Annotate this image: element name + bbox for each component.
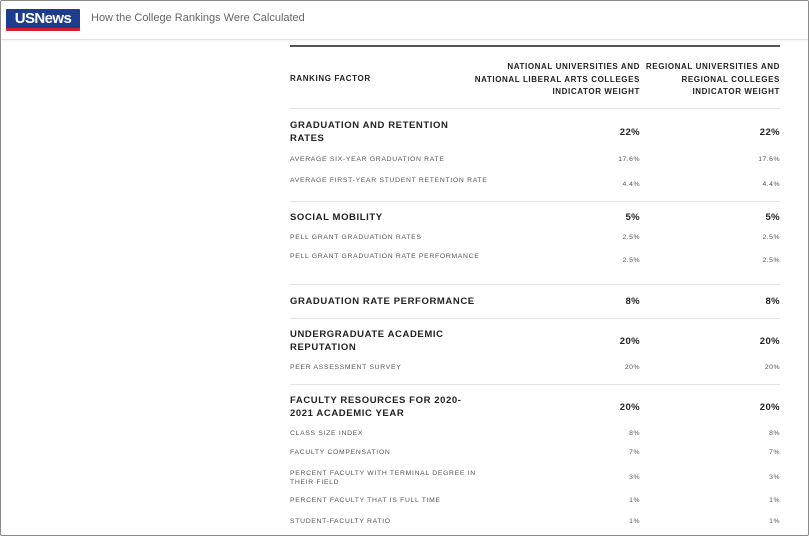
regional-weight: 22% <box>759 127 780 138</box>
top-bar: USNews How the College Rankings Were Cal… <box>1 1 808 40</box>
regional-weight: 20% <box>764 364 780 371</box>
national-weight: 7% <box>629 449 640 456</box>
table-row: FACULTY COMPENSATION 7% 7% <box>290 446 780 464</box>
factor-name: PERCENT FACULTY THAT IS FULL TIME <box>290 497 441 504</box>
factor-name: FACULTY COMPENSATION <box>290 449 391 456</box>
national-weight: 8% <box>625 296 640 307</box>
regional-weight: 2.5% <box>762 234 780 241</box>
national-weight: 20% <box>624 364 640 371</box>
category-row: FACULTY RESOURCES FOR 2020-2021 ACADEMIC… <box>290 385 780 426</box>
table-section-faculty-resources: FACULTY RESOURCES FOR 2020-2021 ACADEMIC… <box>290 385 780 535</box>
factor-name: PELL GRANT GRADUATION RATES <box>290 234 422 241</box>
table-header-row: RANKING FACTOR NATIONAL UNIVERSITIES AND… <box>290 47 780 109</box>
regional-weight: 17.6% <box>758 156 780 163</box>
ranking-table: RANKING FACTOR NATIONAL UNIVERSITIES AND… <box>290 45 780 535</box>
table-row: PERCENT FACULTY WITH TERMINAL DEGREE IN … <box>290 464 780 494</box>
regional-weight: 20% <box>759 336 780 347</box>
logo-stripe <box>6 28 80 31</box>
category-row: UNDERGRADUATE ACADEMIC REPUTATION 20% 20… <box>290 319 780 359</box>
category-row: GRADUATION RATE PERFORMANCE 8% 8% <box>290 285 780 318</box>
table-row: STUDENT-FACULTY RATIO 1% 1% <box>290 514 780 534</box>
national-weight: 1% <box>629 518 640 525</box>
regional-weight: 4.4% <box>762 181 780 188</box>
table-row: CLASS SIZE INDEX 8% 8% <box>290 426 780 446</box>
regional-weight: 2.5% <box>762 257 780 264</box>
table-section-social-mobility: SOCIAL MOBILITY 5% 5% PELL GRANT GRADUAT… <box>290 202 780 285</box>
column-header-ranking-factor: RANKING FACTOR <box>290 74 371 83</box>
regional-weight: 3% <box>769 474 780 481</box>
column-header-regional: REGIONAL UNIVERSITIES AND REGIONAL COLLE… <box>645 62 780 96</box>
factor-name: PELL GRANT GRADUATION RATE PERFORMANCE <box>290 253 480 260</box>
table-section-graduation-retention: GRADUATION AND RETENTION RATES 22% 22% A… <box>290 109 780 202</box>
column-header-national: NATIONAL UNIVERSITIES AND NATIONAL LIBER… <box>474 62 640 96</box>
factor-name: AVERAGE FIRST-YEAR STUDENT RETENTION RAT… <box>290 177 488 184</box>
national-weight: 2.5% <box>622 234 640 241</box>
regional-weight: 5% <box>765 212 780 223</box>
category-name: SOCIAL MOBILITY <box>290 212 383 223</box>
table-row: AVERAGE FIRST-YEAR STUDENT RETENTION RAT… <box>290 167 780 201</box>
national-weight: 1% <box>629 497 640 504</box>
category-name: GRADUATION RATE PERFORMANCE <box>290 296 475 307</box>
category-row: GRADUATION AND RETENTION RATES 22% 22% <box>290 109 780 149</box>
table-row: PERCENT FACULTY THAT IS FULL TIME 1% 1% <box>290 494 780 514</box>
national-weight: 8% <box>629 430 640 437</box>
regional-weight: 1% <box>769 497 780 504</box>
usnews-logo[interactable]: USNews <box>6 9 80 31</box>
category-name: FACULTY RESOURCES FOR 2020-2021 ACADEMIC… <box>290 395 462 419</box>
table-row: PELL GRANT GRADUATION RATES 2.5% 2.5% <box>290 232 780 250</box>
national-weight: 4.4% <box>622 181 640 188</box>
table-row: PEER ASSESSMENT SURVEY 20% 20% <box>290 359 780 384</box>
national-weight: 20% <box>619 336 640 347</box>
factor-name: PERCENT FACULTY WITH TERMINAL DEGREE IN … <box>290 470 476 486</box>
regional-weight: 8% <box>769 430 780 437</box>
logo-text: USNews <box>14 10 72 27</box>
national-weight: 5% <box>625 212 640 223</box>
national-weight: 3% <box>629 474 640 481</box>
table-row: AVERAGE SIX-YEAR GRADUATION RATE 17.6% 1… <box>290 149 780 167</box>
regional-weight: 1% <box>769 518 780 525</box>
national-weight: 2.5% <box>622 257 640 264</box>
factor-name: AVERAGE SIX-YEAR GRADUATION RATE <box>290 156 445 163</box>
category-row: SOCIAL MOBILITY 5% 5% <box>290 202 780 232</box>
factor-name: STUDENT-FACULTY RATIO <box>290 518 391 525</box>
regional-weight: 7% <box>769 449 780 456</box>
table-section-academic-reputation: UNDERGRADUATE ACADEMIC REPUTATION 20% 20… <box>290 319 780 385</box>
category-name: UNDERGRADUATE ACADEMIC REPUTATION <box>290 329 444 353</box>
national-weight: 17.6% <box>618 156 640 163</box>
regional-weight: 20% <box>759 402 780 413</box>
table-row: PELL GRANT GRADUATION RATE PERFORMANCE 2… <box>290 250 780 284</box>
page-title: How the College Rankings Were Calculated <box>91 12 305 24</box>
national-weight: 22% <box>619 127 640 138</box>
factor-name: CLASS SIZE INDEX <box>290 430 364 437</box>
table-section-graduation-rate-performance: GRADUATION RATE PERFORMANCE 8% 8% <box>290 285 780 319</box>
category-name: GRADUATION AND RETENTION RATES <box>290 120 449 144</box>
regional-weight: 8% <box>765 296 780 307</box>
factor-name: PEER ASSESSMENT SURVEY <box>290 364 402 371</box>
national-weight: 20% <box>619 402 640 413</box>
